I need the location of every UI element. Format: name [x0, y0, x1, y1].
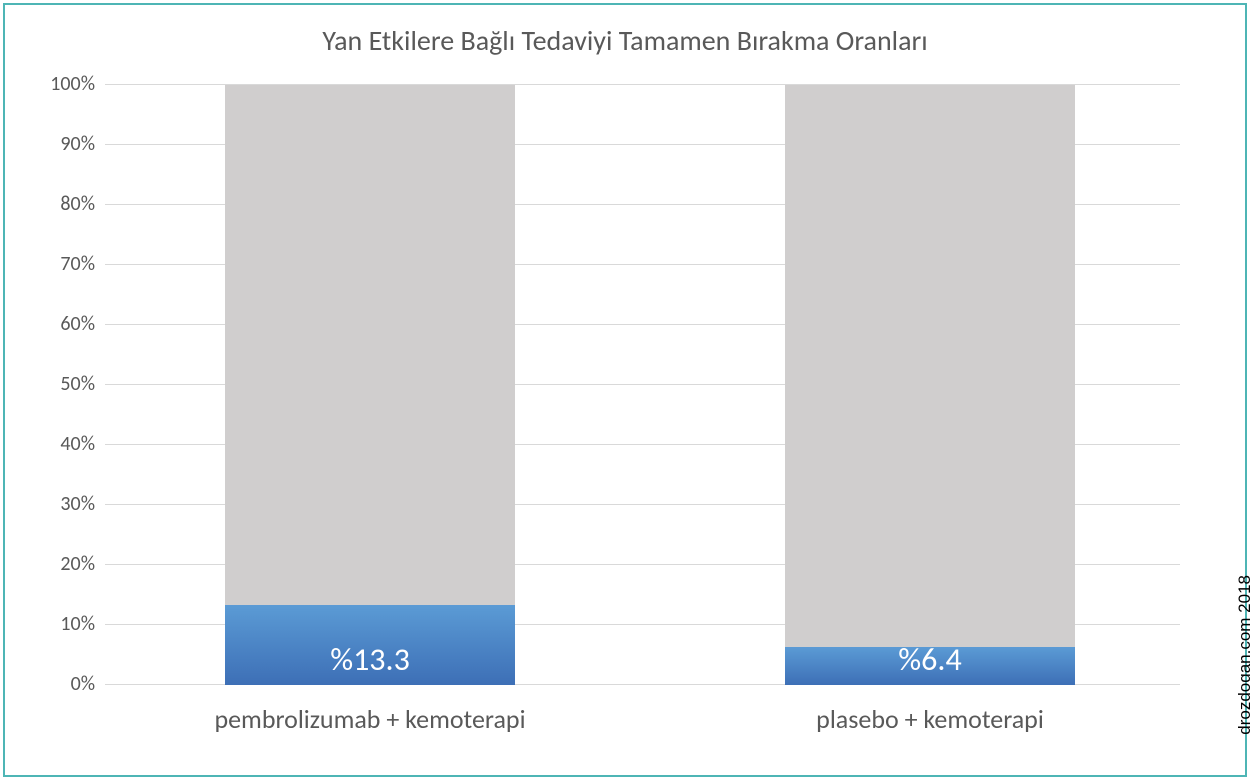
bar-remainder	[225, 85, 515, 685]
bar-remainder	[785, 85, 1075, 685]
y-tick-label: 10%	[60, 612, 95, 636]
bar-group: %13.3 pembrolizumab + kemoterapi	[225, 85, 515, 685]
x-tick-label: plasebo + kemoterapi	[710, 703, 1150, 735]
bar-value-label: %13.3	[225, 640, 515, 679]
y-tick-label: 100%	[50, 72, 95, 96]
y-tick-label: 20%	[60, 552, 95, 576]
plot-region: 0% 10% 20% 30% 40% 50% 60% 70% 80% 90% 1…	[105, 85, 1180, 685]
bar-value: %13.3	[225, 605, 515, 685]
y-tick-label: 80%	[60, 192, 95, 216]
y-tick-label: 70%	[60, 252, 95, 276]
bar-group: %6.4 plasebo + kemoterapi	[785, 85, 1075, 685]
y-tick-label: 50%	[60, 372, 95, 396]
y-tick-label: 30%	[60, 492, 95, 516]
bar-value-label: %6.4	[785, 640, 1075, 679]
y-tick-label: 40%	[60, 432, 95, 456]
y-tick-label: 60%	[60, 312, 95, 336]
chart-frame: Yan Etkilere Bağlı Tedaviyi Tamamen Bıra…	[3, 3, 1247, 777]
x-tick-label: pembrolizumab + kemoterapi	[150, 703, 590, 735]
chart-title: Yan Etkilere Bağlı Tedaviyi Tamamen Bıra…	[5, 5, 1245, 58]
y-tick-label: 0%	[71, 672, 95, 696]
bar-value: %6.4	[785, 647, 1075, 685]
y-tick-label: 90%	[60, 132, 95, 156]
credit-text: drozdogan.com 2018	[1235, 575, 1250, 735]
